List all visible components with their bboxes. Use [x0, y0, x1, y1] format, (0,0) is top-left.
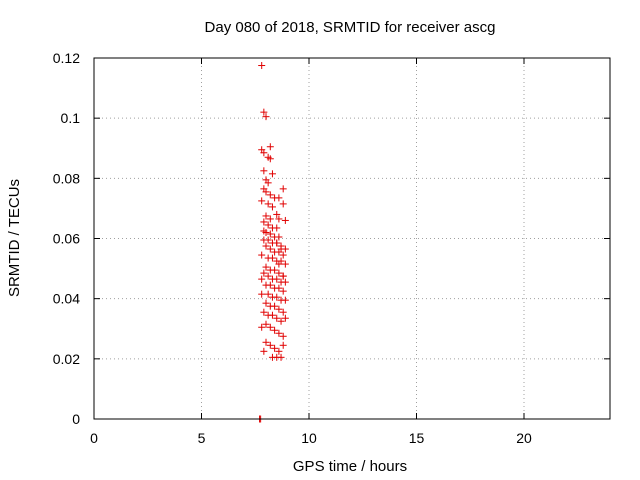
data-point [268, 203, 276, 211]
data-point [260, 167, 268, 175]
data-point [258, 197, 266, 205]
data-point [279, 308, 287, 316]
data-point [279, 251, 287, 259]
data-point [275, 233, 283, 241]
data-point [260, 347, 268, 355]
data-point [264, 236, 272, 244]
data-point [262, 242, 270, 250]
data-point [275, 305, 283, 313]
data-point [260, 308, 268, 316]
y-tick-label: 0.02 [53, 351, 80, 367]
x-axis-title: GPS time / hours [293, 458, 407, 475]
data-point [266, 191, 274, 199]
data-point [260, 149, 268, 157]
data-point [277, 245, 285, 253]
data-point [273, 239, 281, 247]
data-point [268, 170, 276, 178]
data-point [281, 314, 289, 322]
data-point [281, 260, 289, 268]
tick-labels: 0 5 10 15 20 0 0.02 0.04 0.06 0.08 0.1 0.12 [53, 50, 532, 446]
data-point [279, 332, 287, 340]
data-point [266, 323, 274, 331]
data-point [279, 200, 287, 208]
data-point [264, 200, 272, 208]
data-point [275, 194, 283, 202]
data-point [277, 317, 285, 325]
data-point [273, 210, 281, 218]
data-point [262, 338, 270, 346]
data-point [266, 215, 274, 223]
data-point [275, 329, 283, 337]
data-point [279, 287, 287, 295]
y-tick-label: 0.12 [53, 50, 80, 66]
data-point [281, 296, 289, 304]
data-point [258, 62, 266, 70]
data-point [258, 251, 266, 259]
y-tick-label: 0.06 [53, 231, 80, 247]
x-tick-label: 0 [90, 430, 98, 446]
data-point [273, 224, 281, 232]
data-point [277, 353, 285, 361]
data-point [279, 272, 287, 280]
data-point [271, 344, 279, 352]
data-point [268, 254, 276, 262]
data-point [273, 293, 281, 301]
grid [94, 58, 610, 419]
data-point [281, 278, 289, 286]
data-point [260, 108, 268, 116]
data-point [266, 155, 274, 163]
x-tick-label: 10 [301, 430, 317, 446]
y-tick-label: 0 [72, 411, 80, 427]
data-point [262, 113, 270, 121]
y-tick-label: 0.04 [53, 291, 80, 307]
data-point [266, 245, 274, 253]
data-point [271, 302, 279, 310]
data-point [275, 260, 283, 268]
data-point [264, 221, 272, 229]
y-tick-label: 0.08 [53, 170, 80, 186]
data-point [273, 275, 281, 283]
data-point [268, 311, 276, 319]
data-point [262, 299, 270, 307]
axis-ticks [93, 57, 610, 420]
data-point [262, 212, 270, 220]
data-point [279, 341, 287, 349]
data-point [275, 269, 283, 277]
data-point [264, 272, 272, 280]
data-point [264, 179, 272, 187]
data-point [266, 281, 274, 289]
data-point [281, 216, 289, 224]
data-point [273, 314, 281, 322]
data-point [258, 275, 266, 283]
data-point [275, 347, 283, 355]
x-tick-label: 20 [516, 430, 532, 446]
data-point [258, 323, 266, 331]
data-point [262, 320, 270, 328]
data-point [262, 188, 270, 196]
y-axis-title: SRMTID / TECUs [6, 179, 23, 297]
data-point [262, 263, 270, 271]
data-point [266, 341, 274, 349]
data-points [256, 62, 289, 423]
data-point [279, 185, 287, 193]
data-point [271, 266, 279, 274]
x-tick-label: 5 [198, 430, 206, 446]
data-point [260, 227, 268, 235]
data-point [266, 143, 274, 151]
data-point [260, 218, 268, 226]
data-point [258, 290, 266, 298]
data-point [271, 326, 279, 334]
x-tick-label: 15 [409, 430, 425, 446]
data-point [275, 284, 283, 292]
y-tick-label: 0.1 [61, 110, 81, 126]
data-point [275, 215, 283, 223]
data-point [260, 269, 268, 277]
data-point [266, 230, 274, 238]
chart-title: Day 080 of 2018, SRMTID for receiver asc… [205, 19, 496, 36]
data-point [264, 290, 272, 298]
